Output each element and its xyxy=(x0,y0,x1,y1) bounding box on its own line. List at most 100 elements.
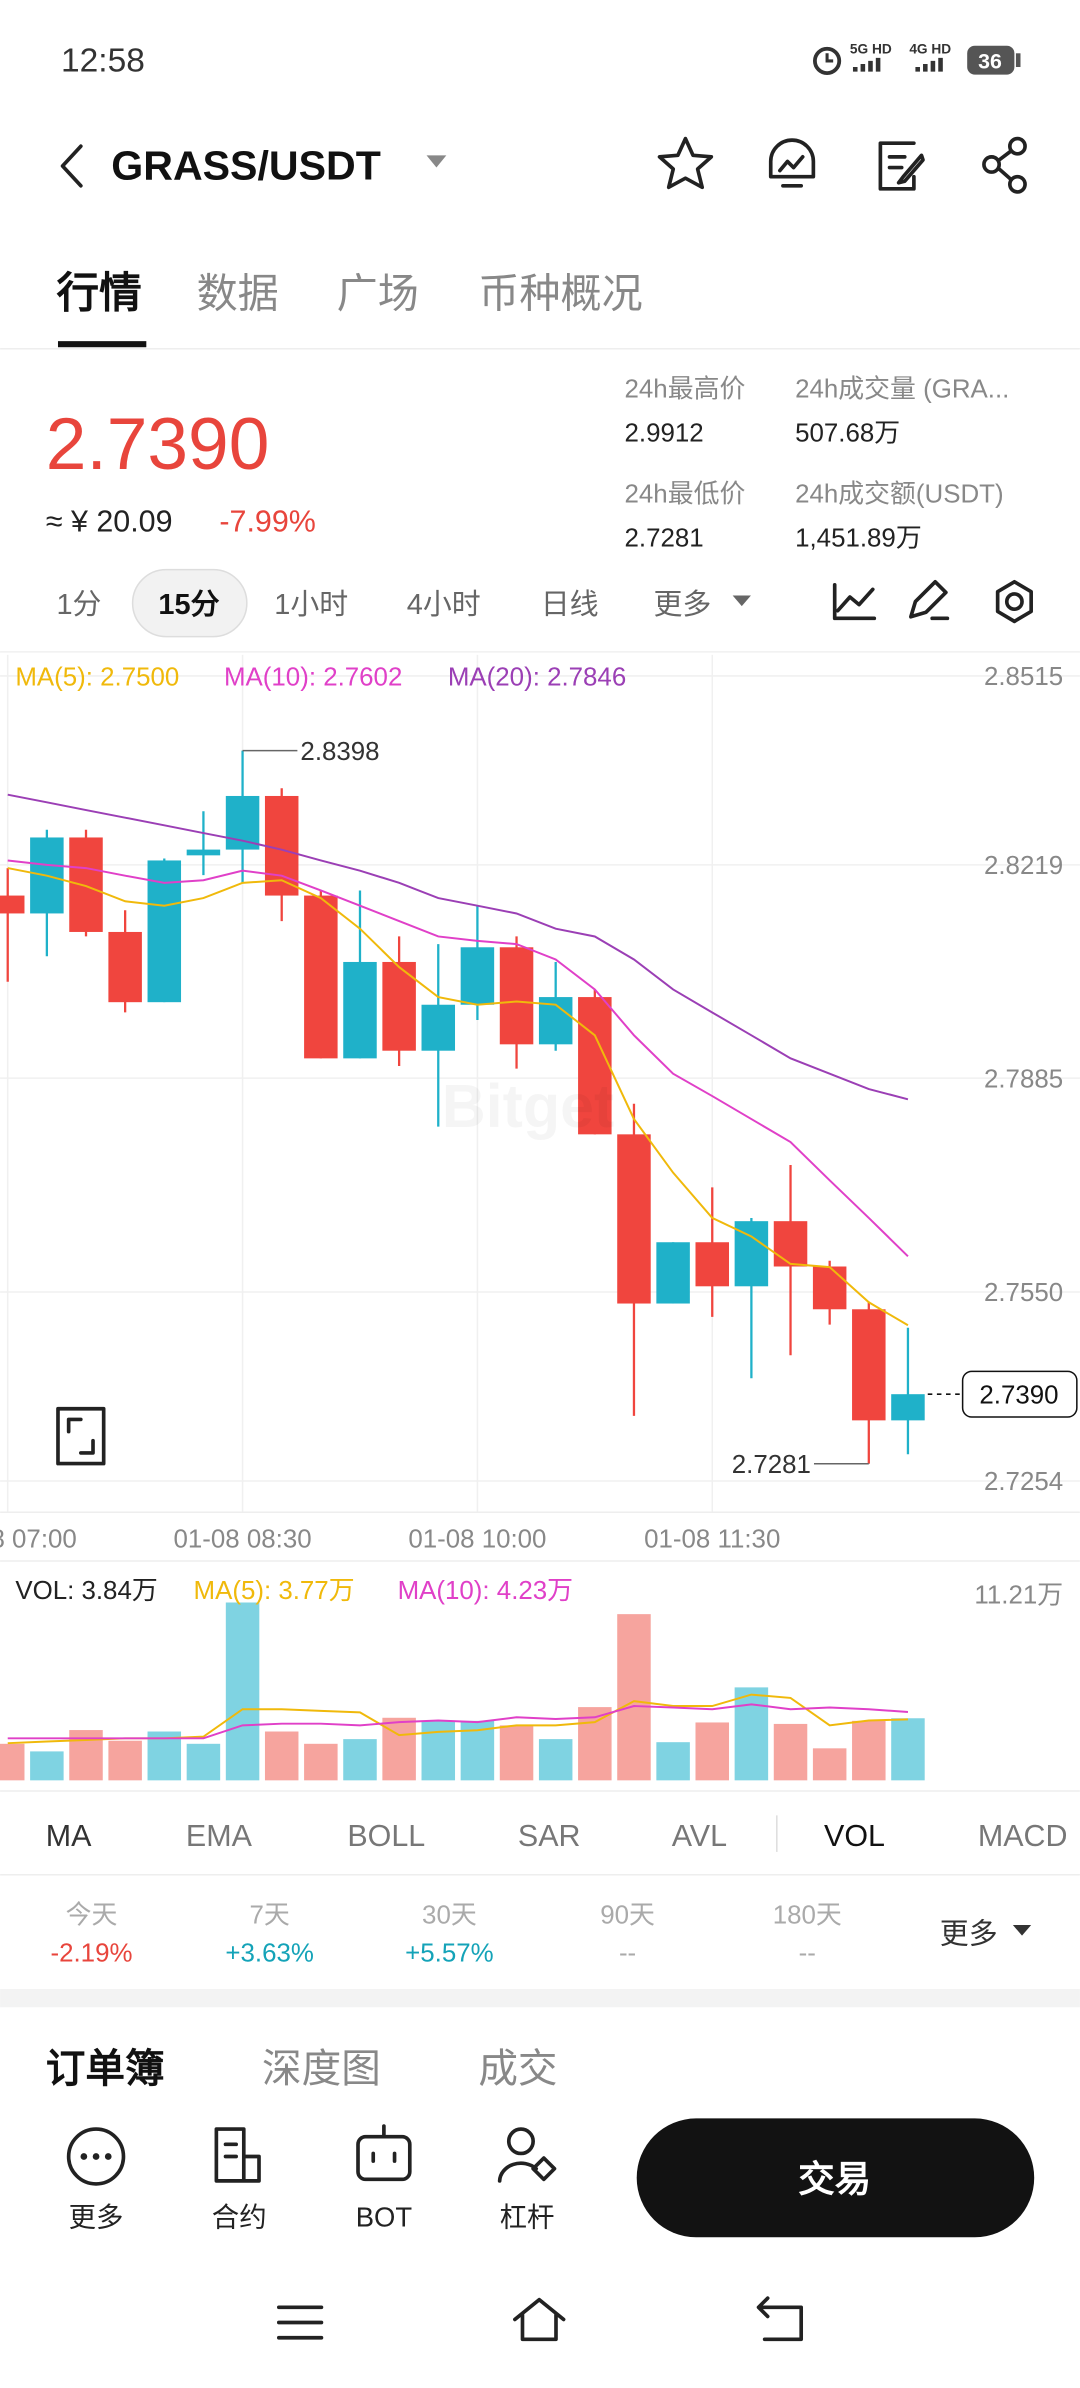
price-chart: 2.7254 2.7550 2.7885 2.8219 2.8515 01-08 07:0… xyxy=(0,654,1080,1781)
candle-body xyxy=(773,1221,808,1267)
bot-icon[interactable] xyxy=(356,2124,412,2182)
cny-price: ≈ ¥ 20.09 xyxy=(46,505,173,539)
volume-bar xyxy=(656,1742,690,1781)
period-label: 7天 xyxy=(250,1901,290,1929)
interval[interactable]: 4小时 xyxy=(407,589,481,621)
last-price-box xyxy=(961,1370,1078,1418)
tab[interactable]: 广场 xyxy=(337,271,419,317)
volume-bar xyxy=(499,1725,534,1781)
stat-label: 24h成交额(USDT) xyxy=(795,480,1003,509)
annotation: 2.8398 xyxy=(300,738,379,766)
candle-body xyxy=(186,849,221,856)
volume-bar xyxy=(538,1739,573,1781)
nav-back[interactable] xyxy=(756,2296,804,2342)
margin-icon[interactable] xyxy=(497,2127,557,2183)
stat-value: 2.9912 xyxy=(625,420,704,448)
stat-value: 507.68万 xyxy=(795,420,900,448)
trade-label[interactable]: 交易 xyxy=(798,2159,871,2200)
nav-menu[interactable] xyxy=(276,2305,324,2340)
interval[interactable]: 1分 xyxy=(56,589,101,621)
volume-bar xyxy=(734,1687,769,1781)
period-label: 今天 xyxy=(66,1900,118,1929)
action-label[interactable]: 合约 xyxy=(212,2202,267,2233)
indicator[interactable]: AVL xyxy=(672,1819,727,1853)
share-icon[interactable] xyxy=(982,136,1027,194)
price-change: -7.99% xyxy=(219,505,315,539)
y-tick-label: 2.7885 xyxy=(984,1065,1063,1093)
indicator[interactable]: MACD xyxy=(978,1819,1068,1853)
volume-bar xyxy=(578,1707,612,1781)
tab[interactable]: 成交 xyxy=(478,2047,557,2091)
interval-selected xyxy=(131,568,248,638)
tab-indicator xyxy=(57,341,147,348)
volume-bar xyxy=(186,1743,221,1781)
indicator[interactable]: EMA xyxy=(186,1819,253,1853)
volume-bar xyxy=(421,1720,456,1781)
period-label: 30天 xyxy=(422,1901,477,1929)
last-price-label: 2.7390 xyxy=(979,1381,1058,1409)
nav-home[interactable] xyxy=(513,2297,566,2342)
volume-bar xyxy=(108,1740,142,1781)
tab[interactable]: 行情 xyxy=(56,270,141,318)
candle-body xyxy=(852,1309,886,1421)
indicator[interactable]: MA xyxy=(46,1819,92,1853)
note-icon[interactable] xyxy=(878,141,925,191)
draw-icon[interactable] xyxy=(909,579,950,621)
y-tick-label: 2.8219 xyxy=(984,852,1063,880)
action-label[interactable]: 杠杆 xyxy=(500,2202,555,2233)
volume-bar xyxy=(343,1739,377,1781)
candle-body xyxy=(147,860,182,1003)
back-button[interactable] xyxy=(60,144,83,188)
alert-icon[interactable] xyxy=(768,138,816,188)
y-tick-label: 2.8515 xyxy=(984,663,1063,691)
pair-title[interactable]: GRASS/USDT xyxy=(111,143,381,189)
x-tick-label: 01-08 11:30 xyxy=(644,1525,780,1553)
candle-body xyxy=(460,947,495,1005)
interval[interactable]: 更多 xyxy=(653,589,711,621)
trade-button[interactable] xyxy=(636,2118,1035,2238)
candle-body xyxy=(108,931,142,1003)
legend-entry: MA(10): 4.23万 xyxy=(398,1577,573,1605)
volume-bar xyxy=(812,1748,847,1781)
y-tick-label: 11.21万 xyxy=(974,1582,1063,1610)
indicator[interactable]: VOL xyxy=(824,1819,885,1853)
favorite-icon[interactable] xyxy=(657,136,714,190)
indicator[interactable]: SAR xyxy=(518,1819,581,1853)
action-label[interactable]: 更多 xyxy=(69,2202,124,2233)
indicator[interactable]: BOLL xyxy=(347,1819,425,1853)
chart-type-icon[interactable] xyxy=(832,582,877,621)
ma-line xyxy=(7,867,909,1327)
interval[interactable]: 15分 xyxy=(158,589,219,621)
volume-bar xyxy=(264,1731,299,1781)
period-change: +5.57% xyxy=(405,1940,493,1968)
volume-bar xyxy=(382,1717,416,1781)
period-change: -- xyxy=(619,1940,636,1968)
candle-body xyxy=(499,947,534,1045)
candle-body xyxy=(891,1394,925,1421)
tab[interactable]: 数据 xyxy=(197,271,279,317)
volume-bar xyxy=(0,1743,25,1781)
period-change: -- xyxy=(799,1940,816,1968)
fullscreen-icon[interactable] xyxy=(56,1406,106,1466)
tab[interactable]: 订单簿 xyxy=(46,2047,165,2091)
volume-bar xyxy=(30,1751,64,1781)
stat-value: 2.7281 xyxy=(625,525,704,553)
tab[interactable]: 币种概况 xyxy=(478,271,642,317)
volume-bar xyxy=(147,1731,182,1781)
more-button[interactable]: 更多 xyxy=(940,1918,998,1950)
settings-icon[interactable] xyxy=(995,579,1033,624)
tab[interactable]: 深度图 xyxy=(262,2047,381,2091)
network-label: 5G HD xyxy=(850,41,892,56)
more-icon[interactable] xyxy=(66,2127,126,2186)
y-tick-label: 2.7550 xyxy=(984,1279,1063,1307)
period-change: -2.19% xyxy=(50,1940,132,1968)
action-label[interactable]: BOT xyxy=(356,2202,413,2233)
interval[interactable]: 日线 xyxy=(541,589,599,621)
contract-icon[interactable] xyxy=(214,2127,261,2183)
candle-body xyxy=(343,961,377,1059)
pair-dropdown[interactable] xyxy=(426,155,447,168)
status-time: 12:58 xyxy=(61,43,145,80)
candle-body xyxy=(0,895,25,914)
interval[interactable]: 1小时 xyxy=(274,589,348,621)
